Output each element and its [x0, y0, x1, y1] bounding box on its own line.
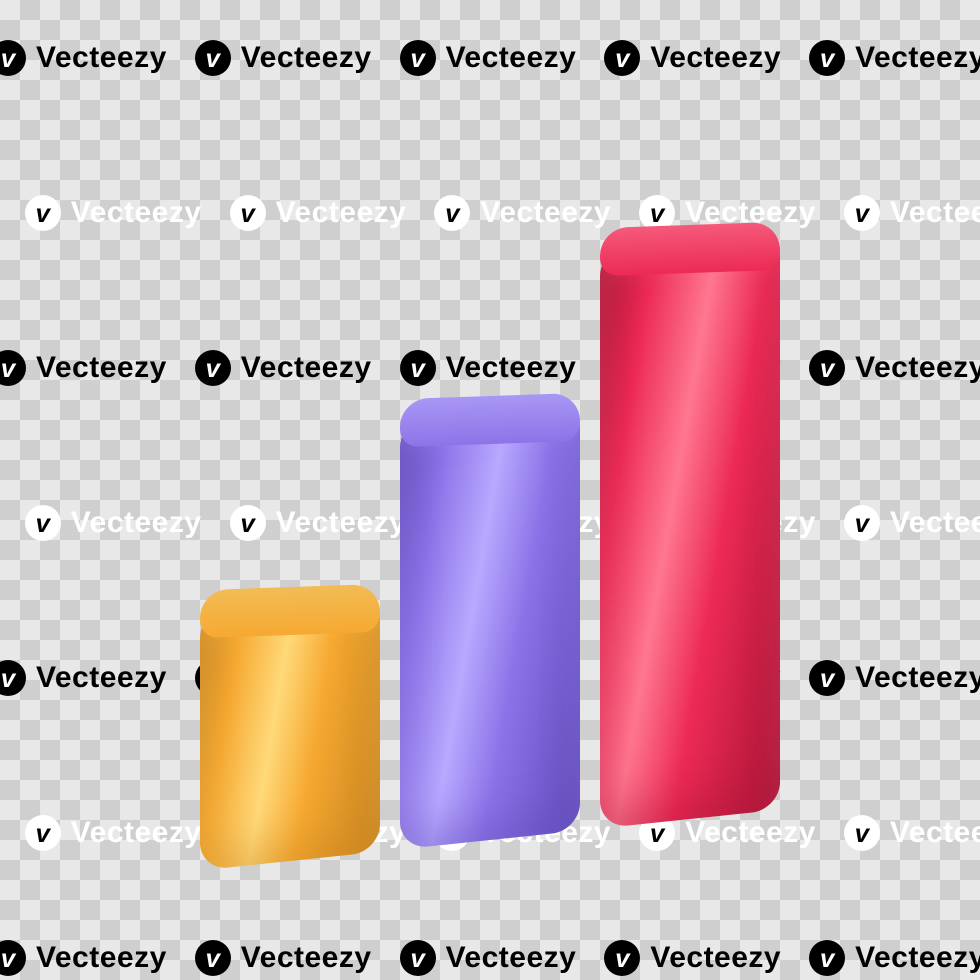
bar-3-top-face: [600, 222, 780, 276]
watermark-logo-icon: v: [400, 40, 436, 76]
watermark-row: v Vecteezy v Vecteezy v Vecteezy v Vecteezy v Vec…: [0, 940, 980, 976]
watermark-logo-icon: v: [844, 195, 880, 231]
watermark: v Vecteezy: [604, 40, 781, 76]
watermark: v Vecteezy: [0, 940, 167, 976]
bar-1-top-face: [200, 584, 380, 638]
watermark-text: Vecteezy: [36, 661, 167, 695]
bar-2: [400, 401, 580, 850]
watermark-logo-icon: v: [604, 940, 640, 976]
watermark: v Vecteezy: [25, 815, 202, 851]
watermark-text: Vecteezy: [36, 941, 167, 975]
watermark-logo-icon: v: [809, 350, 845, 386]
bar-3-front-face: [600, 230, 780, 829]
chart-stage: v Vecteezy v Vecteezy v Vecteezy v Vecteezy v Vec…: [0, 0, 980, 980]
watermark-text: Vecteezy: [276, 196, 407, 230]
watermark: v Vecteezy: [844, 815, 980, 851]
watermark: v Vecteezy: [0, 660, 167, 696]
watermark-logo-icon: v: [809, 40, 845, 76]
watermark-logo-icon: v: [0, 940, 26, 976]
watermark-text: Vecteezy: [685, 816, 816, 850]
watermark-logo-icon: v: [195, 940, 231, 976]
watermark-logo-icon: v: [604, 40, 640, 76]
bar-chart-icon: [200, 190, 780, 871]
watermark: v Vecteezy: [400, 40, 577, 76]
bar-2-top-face: [400, 393, 580, 447]
watermark-logo-icon: v: [195, 40, 231, 76]
watermark-text: Vecteezy: [855, 41, 980, 75]
watermark-logo-icon: v: [809, 660, 845, 696]
watermark: v Vecteezy: [195, 40, 372, 76]
watermark-text: Vecteezy: [71, 816, 202, 850]
bar-3: [600, 230, 780, 829]
bar-2-front-face: [400, 401, 580, 850]
watermark-text: Vecteezy: [650, 941, 781, 975]
bar-1: [200, 592, 380, 871]
watermark: v Vecteezy: [25, 195, 202, 231]
watermark-logo-icon: v: [0, 350, 26, 386]
watermark-text: Vecteezy: [241, 941, 372, 975]
watermark: v Vecteezy: [25, 505, 202, 541]
watermark-text: Vecteezy: [890, 196, 980, 230]
watermark: v Vecteezy: [400, 940, 577, 976]
watermark-logo-icon: v: [844, 505, 880, 541]
watermark-logo-icon: v: [844, 815, 880, 851]
watermark-text: Vecteezy: [855, 351, 980, 385]
watermark-row: v Vecteezy v Vecteezy v Vecteezy v Vecteezy v Vec…: [0, 40, 980, 76]
watermark-logo-icon: v: [400, 940, 436, 976]
watermark-text: Vecteezy: [446, 41, 577, 75]
watermark-text: Vecteezy: [446, 941, 577, 975]
watermark-logo-icon: v: [0, 660, 26, 696]
watermark-text: Vecteezy: [855, 661, 980, 695]
watermark-logo-icon: v: [809, 940, 845, 976]
watermark-logo-icon: v: [230, 195, 266, 231]
watermark-logo-icon: v: [25, 505, 61, 541]
watermark: v Vecteezy: [0, 350, 167, 386]
watermark-text: Vecteezy: [650, 41, 781, 75]
watermark-text: Vecteezy: [890, 816, 980, 850]
watermark-text: Vecteezy: [241, 41, 372, 75]
watermark-logo-icon: v: [0, 40, 26, 76]
watermark: v Vecteezy: [809, 660, 980, 696]
watermark: v Vecteezy: [844, 195, 980, 231]
watermark: v Vecteezy: [809, 940, 980, 976]
watermark: v Vecteezy: [809, 40, 980, 76]
watermark: v Vecteezy: [604, 940, 781, 976]
watermark: v Vecteezy: [809, 350, 980, 386]
watermark-text: Vecteezy: [36, 41, 167, 75]
watermark: v Vecteezy: [844, 505, 980, 541]
watermark-text: Vecteezy: [890, 506, 980, 540]
watermark: v Vecteezy: [0, 40, 167, 76]
watermark-text: Vecteezy: [71, 196, 202, 230]
watermark: v Vecteezy: [195, 940, 372, 976]
watermark: v Vecteezy: [230, 195, 407, 231]
watermark-logo-icon: v: [25, 195, 61, 231]
watermark-text: Vecteezy: [71, 506, 202, 540]
watermark-text: Vecteezy: [855, 941, 980, 975]
watermark-logo-icon: v: [25, 815, 61, 851]
watermark-text: Vecteezy: [36, 351, 167, 385]
